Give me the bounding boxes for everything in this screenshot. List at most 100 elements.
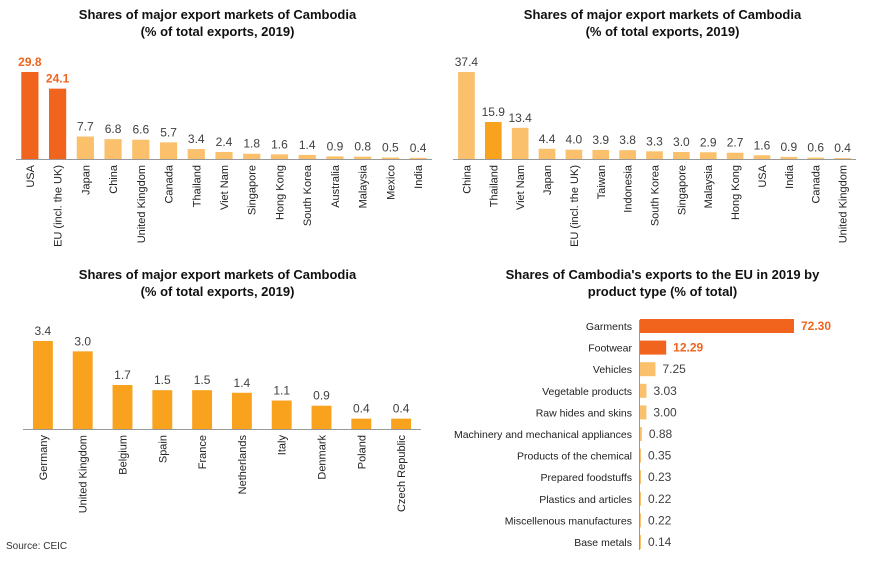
bar-canada	[159, 142, 178, 159]
value-label: 7.25	[662, 362, 686, 376]
bar-products-of-the-chemical	[640, 448, 641, 463]
value-label: 2.7	[727, 136, 744, 150]
bar-south-korea	[646, 151, 663, 159]
bar-garments	[640, 319, 794, 333]
value-label: 0.6	[807, 141, 824, 155]
category-label: USA	[25, 164, 37, 187]
value-label: 4.0	[566, 133, 583, 147]
value-label: 3.3	[646, 134, 663, 148]
bar-viet-nam	[215, 151, 233, 159]
value-label: 1.6	[271, 137, 288, 151]
bar-chart-3: 3.4 Germany 3.0 United Kingdom 1.7 Belgium 1.5…	[23, 324, 421, 513]
category-label: Canada	[811, 164, 823, 203]
chart-panel-4: Shares of Cambodia's exports to the EU i…	[435, 262, 870, 562]
category-label: EU (incl. the UK)	[53, 165, 65, 247]
bar-chart-4: Garments 72.30 Footwear 12.29 Vehicles 7.25 Ve…	[454, 319, 831, 550]
category-label: Base metals	[574, 537, 632, 549]
bar-eu-incl-the-uk-	[49, 88, 67, 159]
value-label: 72.30	[801, 319, 831, 333]
category-label: Garments	[586, 321, 632, 333]
bar-singapore	[243, 153, 261, 159]
value-label: 0.22	[648, 513, 672, 527]
bar-poland	[351, 418, 372, 429]
value-label: 3.0	[673, 135, 690, 149]
value-label: 1.1	[273, 384, 290, 398]
bar-canada	[807, 157, 825, 159]
value-label: 1.6	[754, 138, 771, 152]
value-label: 37.4	[455, 55, 479, 69]
category-label: Singapore	[247, 165, 259, 215]
bar-vegetable-products	[640, 383, 647, 398]
category-label: Hong Kong	[730, 165, 742, 220]
value-label: 1.5	[194, 373, 211, 387]
bar-viet-nam	[511, 127, 529, 159]
value-label: 15.9	[482, 105, 506, 119]
category-label: Viet Nam	[515, 165, 527, 210]
bar-france	[192, 390, 213, 429]
category-label: Prepared foodstuffs	[541, 472, 632, 484]
value-label: 0.88	[649, 427, 673, 441]
chart-panel-2: Shares of major export markets of Cambod…	[435, 0, 870, 260]
category-label: Singapore	[676, 165, 688, 215]
category-label: Italy	[277, 435, 289, 456]
bar-japan	[538, 148, 556, 159]
bar-netherlands	[231, 392, 252, 429]
value-label: 0.4	[353, 402, 370, 416]
category-label: Vehicles	[593, 364, 632, 376]
value-label: 2.4	[216, 135, 233, 149]
category-label: Mexico	[385, 165, 397, 200]
bar-eu-incl-the-uk-	[565, 149, 583, 159]
value-label: 4.4	[539, 132, 556, 146]
value-label: 7.7	[77, 120, 94, 134]
chart-title-1-line-1: Shares of major export markets of Cambod…	[78, 7, 357, 22]
category-label: Hong Kong	[274, 165, 286, 220]
category-label: Belgium	[118, 435, 130, 475]
category-label: Canada	[164, 164, 176, 203]
chart-panel-3: Shares of major export markets of Cambod…	[0, 262, 435, 540]
category-label: Products of the chemical	[517, 451, 632, 463]
category-label: Indonesia	[623, 164, 635, 213]
bar-usa	[21, 72, 39, 159]
value-label: 6.8	[105, 122, 122, 136]
category-label: Plastics and articles	[539, 494, 632, 506]
value-label: 0.9	[313, 389, 330, 403]
bar-italy	[271, 400, 292, 429]
bar-base-metals	[640, 535, 641, 549]
bar-united-kingdom	[834, 158, 851, 159]
category-label: Footwear	[588, 343, 632, 355]
category-label: China	[461, 164, 473, 194]
value-label: 3.0	[74, 334, 91, 348]
category-label: Japan	[80, 165, 92, 195]
bar-singapore	[673, 152, 690, 159]
bar-usa	[753, 155, 771, 159]
bar-japan	[76, 136, 94, 159]
category-label: South Korea	[650, 164, 662, 226]
category-label: Netherlands	[237, 435, 249, 495]
value-label: 1.8	[243, 137, 260, 151]
value-label: 0.4	[410, 141, 427, 155]
category-label: Poland	[356, 435, 368, 469]
bar-machinery-and-mechanical-appliances	[640, 427, 642, 441]
category-label: EU (incl. the UK)	[569, 165, 581, 247]
bar-taiwan	[592, 149, 610, 159]
bar-denmark	[311, 405, 332, 429]
bar-chart-1: 29.8 USA 24.1 EU (incl. the UK) 7.7 Japan 6.8 C…	[16, 55, 432, 247]
value-label: 29.8	[18, 55, 42, 69]
bar-miscellenous-manufactures	[640, 513, 641, 528]
chart-title-3: Shares of major export markets of Cambod…	[0, 266, 435, 300]
category-label: Thailand	[191, 165, 203, 207]
bar-india	[780, 156, 798, 159]
bar-malaysia	[699, 152, 717, 159]
value-label: 0.8	[354, 140, 371, 154]
value-label: 3.4	[188, 132, 205, 146]
category-label: United Kingdom	[78, 435, 90, 513]
value-label: 0.9	[327, 139, 344, 153]
value-label: 12.29	[673, 341, 703, 355]
chart-title-2-line-2: (% of total exports, 2019)	[585, 24, 740, 39]
value-label: 1.5	[154, 373, 171, 387]
category-label: China	[108, 164, 120, 194]
category-label: Raw hides and skins	[536, 407, 632, 419]
bar-hong-kong	[726, 152, 744, 159]
bar-united-kingdom	[132, 139, 150, 159]
chart-title-3-line-2: (% of total exports, 2019)	[140, 284, 295, 299]
